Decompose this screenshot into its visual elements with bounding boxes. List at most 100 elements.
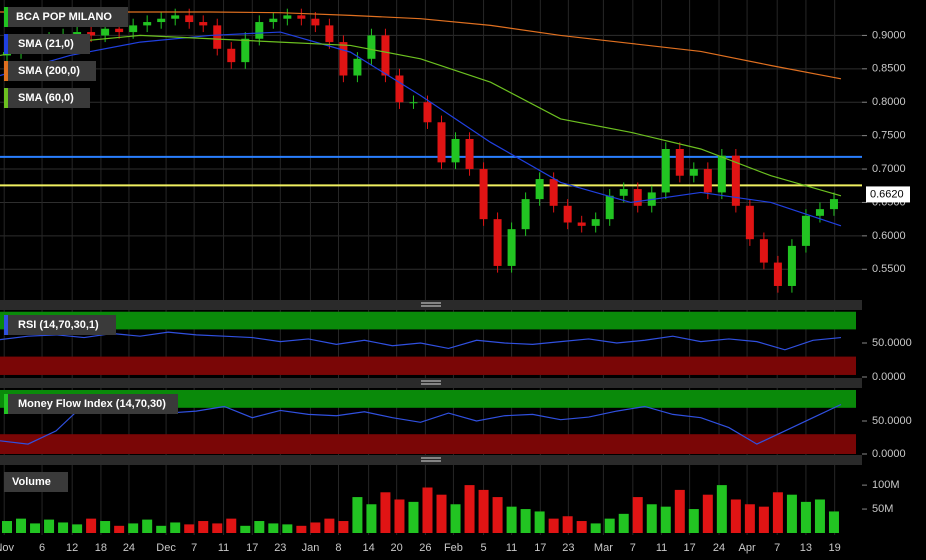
x-tick-label: 11	[506, 542, 517, 554]
x-tick-label: 23	[274, 542, 286, 554]
volume-bar	[828, 511, 839, 533]
x-tick-label: 5	[480, 542, 486, 554]
candle	[731, 148, 740, 213]
separator	[0, 455, 862, 465]
volume-bar	[16, 518, 27, 533]
volume-bar	[58, 522, 69, 533]
candle	[283, 8, 292, 26]
candle-body	[815, 209, 824, 216]
candle	[339, 35, 348, 83]
legend-swatch	[4, 88, 8, 108]
volume-bar	[674, 489, 685, 533]
candle-body	[731, 155, 740, 206]
indicator-line	[0, 331, 842, 351]
volume-bar	[296, 525, 307, 533]
volume-bar	[772, 492, 783, 533]
volume-bar	[604, 518, 615, 533]
volume-bar	[492, 497, 503, 533]
x-tick-label: 24	[713, 542, 725, 554]
x-tick-label: 23	[562, 542, 574, 554]
legend-swatch	[4, 315, 8, 335]
candle	[451, 132, 460, 170]
volume-bar	[478, 489, 489, 533]
candle	[129, 18, 138, 39]
candle	[563, 199, 572, 230]
candle	[157, 12, 166, 29]
volume-bar	[590, 523, 601, 533]
x-tick-label: Feb	[444, 542, 463, 554]
candle-body	[563, 205, 572, 223]
x-tick-label: 6	[39, 542, 45, 554]
band	[0, 356, 856, 375]
candle-body	[241, 38, 250, 63]
volume-bar	[254, 521, 265, 533]
volume-bar	[184, 524, 195, 533]
candle-body	[423, 102, 432, 123]
legend-box	[4, 315, 116, 335]
panel-title: Volume	[12, 476, 51, 488]
candle-body	[87, 32, 96, 36]
volume-bar	[128, 523, 139, 533]
x-tick-label: 20	[391, 542, 403, 554]
candle-body	[591, 219, 600, 226]
y-tick-label: 0.9000	[872, 29, 906, 41]
volume-bar	[422, 487, 433, 533]
volume-bar	[212, 523, 223, 533]
candle-body	[633, 189, 642, 206]
y-tick-label: 0.6000	[872, 230, 906, 242]
candle	[143, 15, 152, 33]
legend-label: SMA (60,0)	[18, 92, 74, 104]
volume-bar	[730, 499, 741, 533]
legend-label: SMA (200,0)	[18, 65, 80, 77]
candle-body	[465, 138, 474, 170]
separator	[0, 378, 862, 388]
candle-body	[577, 222, 586, 226]
candle	[521, 192, 530, 236]
volume-bar	[324, 518, 335, 533]
volume-bar	[170, 522, 181, 533]
candle	[395, 68, 404, 109]
x-tick-label: Mar	[594, 542, 613, 554]
candle-body	[199, 22, 208, 26]
volume-bar	[30, 523, 41, 533]
y-tick-label: 0.7500	[872, 130, 906, 142]
candle-body	[507, 229, 516, 266]
volume-bar	[786, 494, 797, 533]
x-tick-label: 24	[123, 542, 135, 554]
candle-body	[521, 199, 530, 230]
resize-handles	[421, 302, 441, 462]
x-tick-label: 14	[363, 542, 375, 554]
candle	[675, 142, 684, 183]
y-tick-label: 50.0000	[872, 337, 912, 349]
candle	[829, 192, 838, 216]
candle-body	[493, 219, 502, 266]
last-price-box	[866, 186, 910, 203]
volume-bar	[408, 501, 419, 533]
x-tick-label: 8	[335, 542, 341, 554]
volume-bar	[702, 494, 713, 533]
volume-bar	[618, 513, 629, 533]
candle-body	[451, 138, 460, 163]
sma-line	[0, 34, 842, 197]
volume-bar	[450, 504, 461, 533]
volume-bar	[576, 521, 587, 533]
x-tick-label: 13	[800, 542, 812, 554]
y-tick-label: 50M	[872, 503, 893, 515]
x-tick-label: 19	[829, 542, 841, 554]
chart-title: BCA POP MILANO	[16, 11, 112, 23]
plot: 0.6620	[0, 8, 910, 533]
candle-body	[283, 15, 292, 19]
y-tick-label: 0.7000	[872, 163, 906, 175]
y-tick-label: 0.5500	[872, 263, 906, 275]
y-tick-label: 0.8000	[872, 96, 906, 108]
candle-body	[745, 205, 754, 240]
volume-bar	[548, 518, 559, 533]
candle-body	[773, 262, 782, 286]
x-tick-label: 17	[683, 542, 695, 554]
volume-bar	[520, 509, 531, 533]
candle-body	[325, 25, 334, 43]
legend-box	[4, 34, 90, 54]
volume-bar	[352, 497, 363, 533]
candle	[297, 8, 306, 26]
